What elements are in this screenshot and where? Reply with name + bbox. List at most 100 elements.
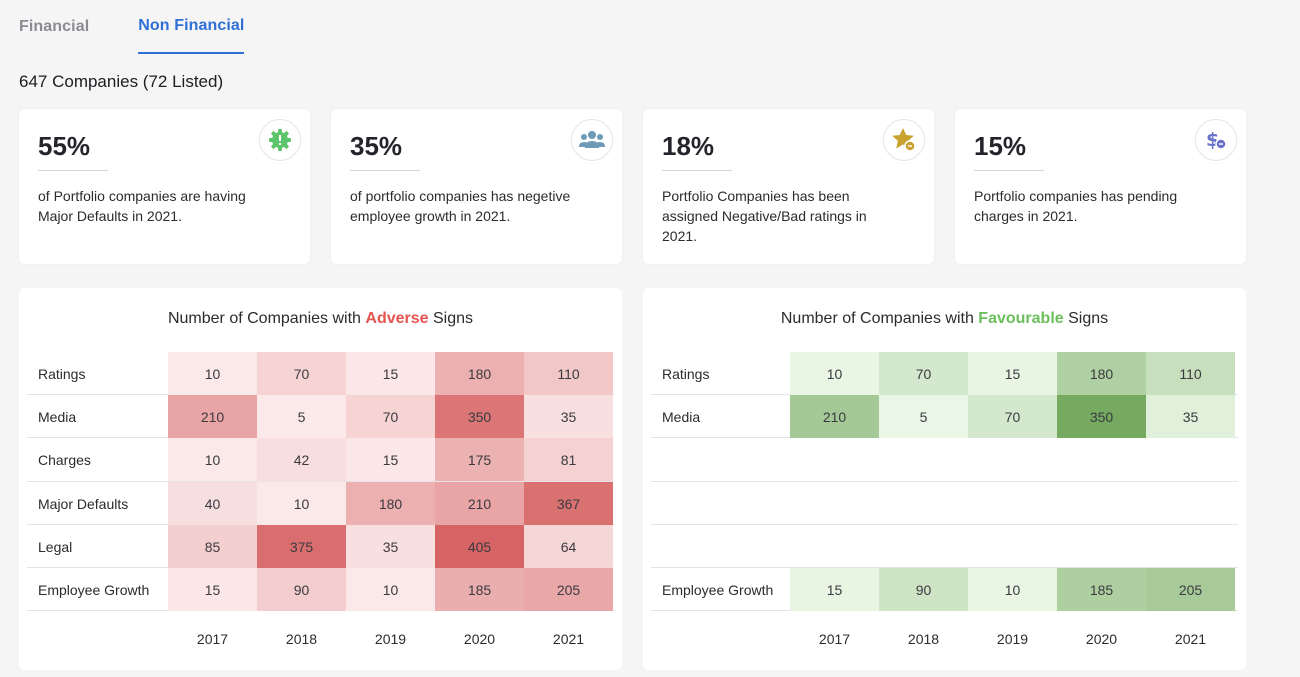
year-label: 2019	[374, 631, 407, 647]
row-divider	[651, 524, 1238, 525]
companies-count: 647 Companies (72 Listed)	[19, 72, 224, 91]
heatmap-cell[interactable]: 5	[879, 395, 968, 438]
row-label: Ratings	[38, 366, 86, 382]
row-label: Employee Growth	[662, 582, 774, 598]
stat-value: 18%	[662, 131, 715, 161]
heatmap-cell[interactable]: 70	[879, 352, 968, 395]
divider	[350, 170, 420, 171]
heatmap-cell[interactable]: 367	[524, 482, 613, 525]
heatmap-cell[interactable]: 81	[524, 438, 613, 481]
heatmap-cell[interactable]: 64	[524, 525, 613, 568]
heatmap-cell[interactable]: 350	[1057, 395, 1146, 438]
heatmap-cell[interactable]: 70	[968, 395, 1057, 438]
title-text: Signs	[1063, 310, 1109, 327]
heatmap-cell[interactable]: 375	[257, 525, 346, 568]
stat-value: 55%	[38, 131, 91, 161]
heatmap-cell[interactable]: 10	[790, 352, 879, 395]
stat-card-charges: 15% Portfolio companies has pending char…	[955, 109, 1246, 264]
year-label: 2017	[196, 631, 229, 647]
heatmap-cell[interactable]: 15	[168, 568, 257, 611]
heatmap-cell[interactable]: 185	[435, 568, 524, 611]
stat-card-employee-growth: 35% of portfolio companies has negetive …	[331, 109, 622, 264]
year-label: 2018	[907, 631, 940, 647]
tab-bar: Financial Non Financial	[19, 0, 293, 56]
title-highlight: Adverse	[365, 310, 429, 327]
heatmap-title: Number of Companies with Favourable Sign…	[643, 310, 1246, 328]
stat-description: of Portfolio companies are having Major …	[38, 188, 246, 224]
heatmap-cell[interactable]: 180	[1057, 352, 1146, 395]
favourable-signs-heatmap: Number of Companies with Favourable Sign…	[643, 288, 1246, 670]
row-label: Media	[38, 409, 77, 425]
heatmap-cell[interactable]: 110	[524, 352, 613, 395]
heatmap-cell[interactable]: 10	[968, 568, 1057, 611]
heatmap-cell[interactable]: 180	[346, 482, 435, 525]
year-label: 2018	[285, 631, 318, 647]
heatmap-cell[interactable]: 15	[968, 352, 1057, 395]
divider	[662, 170, 732, 171]
heatmap-cell[interactable]: 15	[346, 438, 435, 481]
year-label: 2020	[463, 631, 496, 647]
heatmap-cell[interactable]: 180	[435, 352, 524, 395]
divider	[38, 170, 108, 171]
tab-financial[interactable]: Financial	[19, 18, 90, 35]
title-text: Number of Companies with	[780, 310, 979, 327]
year-label: 2019	[996, 631, 1029, 647]
heatmap-cell[interactable]: 15	[790, 568, 879, 611]
heatmap-cell[interactable]: 10	[346, 568, 435, 611]
heatmap-cell[interactable]: 42	[257, 438, 346, 481]
heatmap-cell[interactable]: 35	[524, 395, 613, 438]
row-divider	[27, 481, 614, 482]
stat-card-ratings: 18% Portfolio Companies has been assigne…	[643, 109, 934, 264]
heatmap-cell[interactable]: 40	[168, 482, 257, 525]
heatmap-cell[interactable]: 405	[435, 525, 524, 568]
heatmap-cell[interactable]: 85	[168, 525, 257, 568]
heatmap-cell[interactable]: 175	[435, 438, 524, 481]
heatmap-cell[interactable]: 10	[168, 352, 257, 395]
title-text: Signs	[428, 310, 474, 327]
row-label: Ratings	[662, 366, 710, 382]
heatmap-cell[interactable]: 210	[168, 395, 257, 438]
row-label: Media	[662, 409, 701, 425]
heatmap-cell[interactable]: 15	[346, 352, 435, 395]
adverse-signs-heatmap: Number of Companies with Adverse Signs R…	[19, 288, 622, 670]
year-label: 2021	[552, 631, 585, 647]
heatmap-cell[interactable]: 185	[1057, 568, 1146, 611]
heatmap-cell[interactable]: 70	[257, 352, 346, 395]
heatmap-cell[interactable]: 90	[879, 568, 968, 611]
heatmap-cell[interactable]: 205	[524, 568, 613, 611]
year-label: 2021	[1174, 631, 1207, 647]
heatmap-cell[interactable]: 10	[257, 482, 346, 525]
stat-description: Portfolio Companies has been assigned Ne…	[662, 188, 867, 244]
stat-card-major-defaults: 55% of Portfolio companies are having Ma…	[19, 109, 310, 264]
title-highlight: Favourable	[978, 310, 1064, 327]
heatmap-cell[interactable]: 210	[790, 395, 879, 438]
row-divider	[651, 567, 1238, 568]
heatmap-cell[interactable]: 90	[257, 568, 346, 611]
star-badge-icon	[883, 119, 925, 161]
stat-value: 15%	[974, 131, 1027, 161]
row-divider	[651, 481, 1238, 482]
stat-description: of portfolio companies has negetive empl…	[350, 188, 571, 224]
stat-description: Portfolio companies has pending charges …	[974, 188, 1178, 224]
row-label: Employee Growth	[38, 582, 150, 598]
stat-value: 35%	[350, 131, 403, 161]
year-label: 2020	[1085, 631, 1118, 647]
dollar-charge-icon: $	[1195, 119, 1237, 161]
gear-badge-icon	[259, 119, 301, 161]
heatmap-cell[interactable]: 110	[1146, 352, 1235, 395]
heatmap-cell[interactable]: 10	[168, 438, 257, 481]
heatmap-cell[interactable]: 70	[346, 395, 435, 438]
heatmap-cell[interactable]: 5	[257, 395, 346, 438]
row-label: Legal	[38, 539, 73, 555]
heatmap-cell[interactable]: 350	[435, 395, 524, 438]
heatmap-cell[interactable]: 210	[435, 482, 524, 525]
row-label: Charges	[38, 452, 91, 468]
row-label: Major Defaults	[38, 496, 129, 512]
heatmap-cell[interactable]: 35	[1146, 395, 1235, 438]
heatmap-cell[interactable]: 205	[1146, 568, 1235, 611]
year-label: 2017	[818, 631, 851, 647]
people-icon	[571, 119, 613, 161]
tab-non-financial[interactable]: Non Financial	[138, 0, 245, 54]
title-text: Number of Companies with	[167, 310, 366, 327]
heatmap-cell[interactable]: 35	[346, 525, 435, 568]
